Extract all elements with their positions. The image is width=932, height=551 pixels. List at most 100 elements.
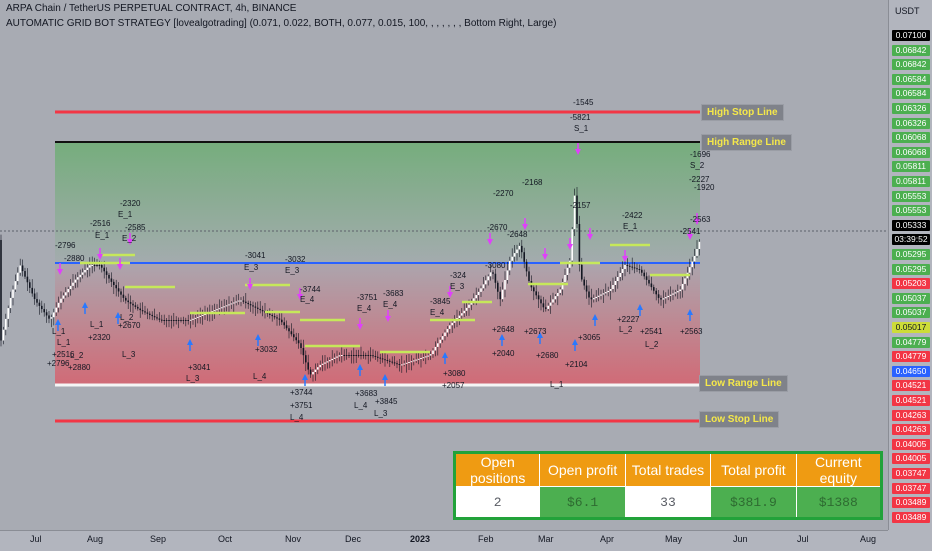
price-label: 0.06326	[892, 117, 930, 129]
entry-annotation: -2541	[680, 227, 701, 236]
price-label: 0.07100	[892, 30, 930, 41]
candle-body	[300, 343, 302, 348]
price-label: 0.05811	[892, 176, 930, 187]
price-axis[interactable]: USDT 0.07100 0.06842 0.06842 0.06584 0.06584…	[888, 0, 932, 530]
candle-body	[242, 300, 245, 302]
candle-body	[290, 331, 293, 335]
candle-body	[7, 308, 9, 319]
month-label: Dec	[345, 534, 362, 544]
exit-annotation: L_2	[619, 325, 633, 334]
high-stop-label: High Stop Line	[701, 104, 784, 121]
candle-body	[218, 308, 221, 310]
price-chart[interactable]: -2796 -2880 -2516 E_1 -2320 E_1 -2585 E_2 -3041 E…	[0, 0, 888, 530]
candle-body	[182, 320, 185, 321]
exit-annotation: L_1	[550, 380, 564, 389]
price-label: 0.03747	[892, 482, 930, 494]
entry-annotation: -3751	[357, 293, 378, 302]
candle-body	[475, 295, 477, 299]
candle-body	[9, 297, 12, 309]
candle-body	[453, 320, 456, 323]
entry-annotation: -3032	[285, 255, 306, 264]
candle-body	[693, 255, 696, 262]
candle-body	[665, 297, 667, 299]
candle-body	[53, 312, 55, 318]
price-label: 0.05017	[892, 322, 930, 333]
candle-body	[559, 289, 561, 293]
candle-body	[497, 282, 499, 292]
candle-body	[465, 307, 468, 311]
buy-marker	[82, 302, 88, 308]
price-label: 0.03489	[892, 497, 930, 509]
month-label: Feb	[478, 534, 494, 544]
candle-body	[413, 360, 415, 362]
exit-annotation: +2880	[68, 363, 91, 372]
buy-marker	[382, 374, 388, 380]
candle-body	[41, 305, 43, 310]
entry-annotation: -2563	[690, 215, 711, 224]
candle-body	[489, 272, 492, 277]
candle-body	[417, 358, 420, 360]
buy-marker	[637, 304, 643, 310]
candle-body	[432, 350, 434, 355]
month-label: May	[665, 534, 683, 544]
candle-body	[667, 295, 669, 298]
entry-annotation: -1545	[573, 98, 594, 107]
exit-annotation: L_3	[374, 409, 388, 418]
price-label: 0.04263	[892, 409, 930, 421]
buy-marker	[55, 319, 61, 325]
candle-body	[341, 355, 343, 356]
sell-marker	[542, 254, 548, 260]
candle-body	[369, 355, 372, 356]
indicator-legend[interactable]: AUTOMATIC GRID BOT STRATEGY [lovealgotra…	[6, 18, 557, 29]
price-label: 0.05037	[892, 307, 930, 319]
candle-body	[189, 319, 192, 321]
value-open-profit: $6.1	[539, 486, 626, 519]
entry-annotation: -2796	[55, 241, 76, 250]
sell-marker	[587, 234, 593, 240]
candle-body	[223, 306, 225, 308]
time-axis[interactable]: Jul Aug Sep Oct Nov Dec 2023 Feb Mar Apr May Jun Jul…	[0, 530, 888, 551]
sell-marker	[567, 244, 573, 250]
candle-body	[468, 304, 470, 308]
candle-body	[151, 314, 153, 317]
candle-body	[401, 364, 403, 366]
candle-body	[381, 358, 384, 360]
candle-body	[513, 253, 516, 257]
candle-body	[657, 294, 660, 298]
candle-body	[175, 320, 177, 321]
exit-annotation: +2680	[536, 351, 559, 360]
month-label: Aug	[860, 534, 877, 544]
candle-body	[201, 314, 204, 316]
month-label: Jun	[733, 534, 748, 544]
candle-body	[691, 261, 693, 268]
candle-body	[50, 317, 53, 319]
candle-body	[5, 318, 7, 330]
entry-annotation: S_1	[574, 124, 589, 133]
exit-annotation: +3683	[355, 389, 378, 398]
candle-body	[314, 369, 317, 372]
candle-body	[492, 272, 494, 274]
candle-body	[297, 340, 300, 344]
sell-marker	[487, 239, 493, 245]
candle-body	[377, 356, 379, 358]
candle-body	[72, 282, 74, 286]
chart-area[interactable]: -2796 -2880 -2516 E_1 -2320 E_1 -2585 E_2 -3041 E…	[0, 0, 888, 530]
sell-marker	[127, 239, 133, 245]
sell-marker	[622, 256, 628, 262]
price-label: 0.04650	[892, 365, 930, 377]
candle-body	[662, 298, 665, 300]
candle-body	[170, 320, 173, 321]
candle-body	[269, 313, 271, 315]
value-total-profit: $381.9	[710, 486, 797, 519]
header-open-profit: Open profit	[539, 452, 626, 487]
candle-body	[698, 241, 701, 249]
candle-body	[158, 318, 161, 320]
month-label: Mar	[538, 534, 554, 544]
entry-annotation: -324	[450, 271, 467, 280]
candle-body	[336, 356, 338, 358]
candle-body	[180, 320, 182, 321]
candle-body	[396, 363, 398, 365]
candle-body	[146, 312, 149, 314]
candle-body	[648, 279, 650, 284]
currency-label: USDT	[895, 6, 920, 16]
